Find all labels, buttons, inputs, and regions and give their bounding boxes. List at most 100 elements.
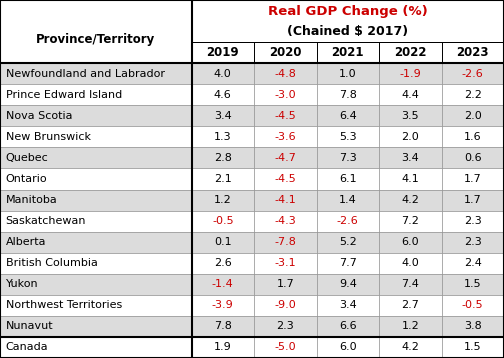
Text: 1.5: 1.5 [464, 279, 481, 289]
Bar [442, 316, 504, 337]
Bar [442, 274, 504, 295]
Text: 4.0: 4.0 [214, 69, 232, 79]
Bar [0, 316, 192, 337]
Text: 2.1: 2.1 [214, 174, 232, 184]
Text: 7.4: 7.4 [401, 279, 419, 289]
Text: 2022: 2022 [394, 46, 426, 59]
Bar [254, 169, 317, 189]
Bar [254, 189, 317, 211]
Bar [0, 253, 192, 274]
Bar [379, 274, 442, 295]
Bar [379, 337, 442, 358]
Text: (Chained $ 2017): (Chained $ 2017) [287, 25, 408, 38]
Text: Nova Scotia: Nova Scotia [6, 111, 72, 121]
Text: -3.0: -3.0 [275, 90, 296, 100]
Bar [0, 295, 192, 316]
Bar [317, 169, 379, 189]
Text: 2.7: 2.7 [401, 300, 419, 310]
Text: 1.5: 1.5 [464, 343, 481, 353]
Bar [192, 274, 254, 295]
Bar [254, 105, 317, 126]
Text: 2019: 2019 [207, 46, 239, 59]
Text: -7.8: -7.8 [274, 237, 296, 247]
Bar [379, 316, 442, 337]
Bar [254, 126, 317, 147]
Bar [317, 211, 379, 232]
Bar [0, 84, 192, 105]
Bar [254, 42, 317, 63]
Text: 1.9: 1.9 [214, 343, 232, 353]
Text: 2021: 2021 [332, 46, 364, 59]
Text: 0.6: 0.6 [464, 153, 481, 163]
Text: 4.2: 4.2 [401, 195, 419, 205]
Text: 7.3: 7.3 [339, 153, 357, 163]
Text: 4.1: 4.1 [401, 174, 419, 184]
Text: 4.0: 4.0 [401, 258, 419, 268]
Bar [0, 274, 192, 295]
Bar [379, 232, 442, 253]
Bar [0, 147, 192, 169]
Text: 1.2: 1.2 [401, 321, 419, 332]
Text: 5.3: 5.3 [339, 132, 356, 142]
Text: New Brunswick: New Brunswick [6, 132, 91, 142]
Text: -1.4: -1.4 [212, 279, 234, 289]
Bar [442, 232, 504, 253]
Bar [254, 295, 317, 316]
Bar [379, 211, 442, 232]
Bar [192, 42, 254, 63]
Text: -4.7: -4.7 [274, 153, 296, 163]
Text: 1.4: 1.4 [339, 195, 357, 205]
Text: Quebec: Quebec [6, 153, 48, 163]
Text: Ontario: Ontario [6, 174, 47, 184]
Bar [317, 337, 379, 358]
Text: 7.8: 7.8 [339, 90, 357, 100]
Text: Prince Edward Island: Prince Edward Island [6, 90, 122, 100]
Text: -3.1: -3.1 [275, 258, 296, 268]
Bar [317, 147, 379, 169]
Text: 4.6: 4.6 [214, 90, 232, 100]
Text: 1.7: 1.7 [464, 174, 482, 184]
Bar [442, 42, 504, 63]
Bar [192, 0, 504, 42]
Text: Province/Territory: Province/Territory [36, 33, 155, 46]
Bar [254, 63, 317, 84]
Bar [254, 253, 317, 274]
Bar [254, 337, 317, 358]
Text: 7.7: 7.7 [339, 258, 357, 268]
Bar [0, 232, 192, 253]
Text: Alberta: Alberta [6, 237, 46, 247]
Bar [379, 253, 442, 274]
Text: Newfoundland and Labrador: Newfoundland and Labrador [6, 69, 165, 79]
Bar [0, 0, 192, 63]
Text: 1.3: 1.3 [214, 132, 231, 142]
Bar [0, 337, 192, 358]
Bar [192, 295, 254, 316]
Text: -9.0: -9.0 [274, 300, 296, 310]
Bar [442, 105, 504, 126]
Text: 6.6: 6.6 [339, 321, 356, 332]
Text: -0.5: -0.5 [462, 300, 483, 310]
Bar [442, 337, 504, 358]
Bar [442, 295, 504, 316]
Text: 2.6: 2.6 [214, 258, 232, 268]
Bar [317, 316, 379, 337]
Text: Canada: Canada [6, 343, 48, 353]
Bar [317, 253, 379, 274]
Bar [379, 126, 442, 147]
Bar [192, 232, 254, 253]
Bar [254, 84, 317, 105]
Bar [442, 169, 504, 189]
Text: 2.0: 2.0 [464, 111, 482, 121]
Text: 7.2: 7.2 [401, 216, 419, 226]
Bar [317, 295, 379, 316]
Text: 1.0: 1.0 [339, 69, 356, 79]
Bar [442, 147, 504, 169]
Bar [0, 105, 192, 126]
Bar [442, 63, 504, 84]
Text: British Columbia: British Columbia [6, 258, 98, 268]
Text: 6.1: 6.1 [339, 174, 356, 184]
Text: -3.9: -3.9 [212, 300, 234, 310]
Bar [0, 211, 192, 232]
Text: 2.3: 2.3 [464, 216, 482, 226]
Bar [192, 337, 254, 358]
